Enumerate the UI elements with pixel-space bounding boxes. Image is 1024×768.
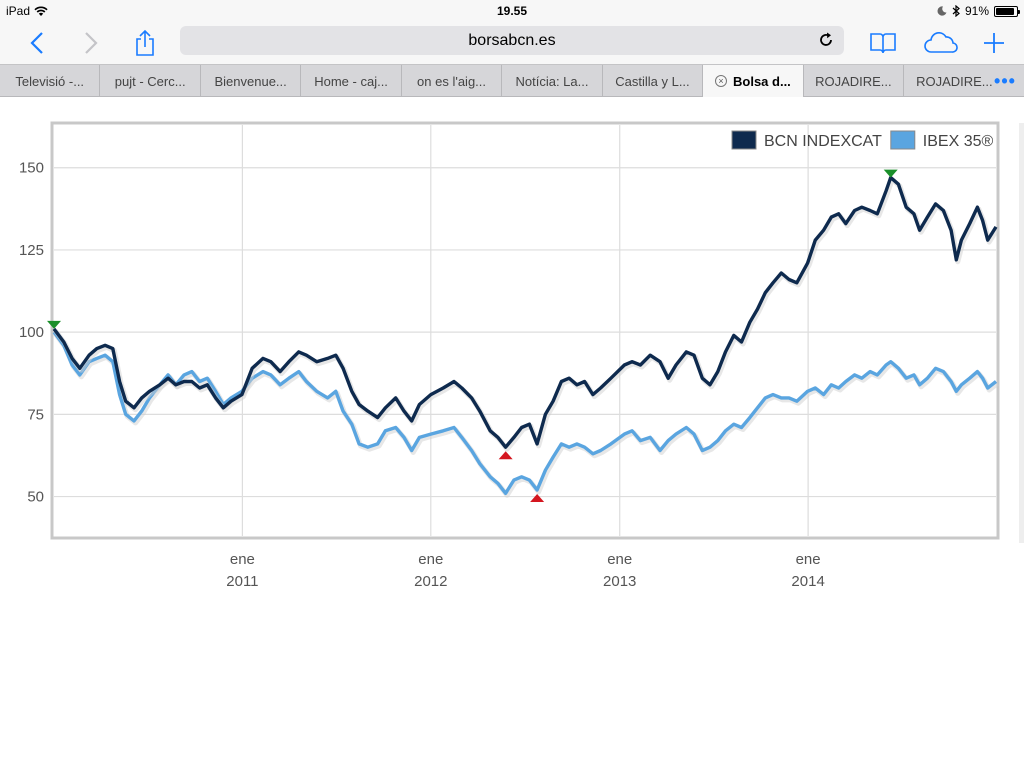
tab-label: Notícia: La... <box>515 73 589 89</box>
side-scroll-edge <box>1019 123 1024 543</box>
tab[interactable]: pujt - Cerc... <box>100 65 201 97</box>
wifi-icon <box>34 5 48 16</box>
address-bar[interactable]: borsabcn.es <box>180 26 844 55</box>
x-tick-year-label: 2013 <box>603 573 636 590</box>
series-line <box>52 175 998 449</box>
tab-label: Bienvenue... <box>214 73 287 89</box>
status-right: 91% <box>937 4 1020 18</box>
max-marker <box>883 169 898 178</box>
chevron-left-icon <box>30 32 43 54</box>
browser-toolbar: borsabcn.es <box>0 22 1024 64</box>
chevron-right-icon <box>85 32 98 54</box>
legend-swatch <box>731 130 757 150</box>
x-tick-year-label: 2014 <box>791 573 824 590</box>
min-marker <box>530 493 545 502</box>
tab-label: Bolsa d... <box>733 73 791 89</box>
x-tick-month-label: ene <box>230 551 255 568</box>
x-tick-month-label: ene <box>418 551 443 568</box>
tab-bar: Televisió -... pujt - Cerc... Bienvenue.… <box>0 64 1024 97</box>
legend-label: IBEX 35® <box>923 133 994 150</box>
legend-label: BCN INDEXCAT <box>764 133 882 150</box>
tab[interactable]: Home - caj... <box>301 65 402 97</box>
icloud-tabs-button[interactable] <box>920 22 962 64</box>
y-tick-label: 125 <box>19 242 44 259</box>
tab-label: pujt - Cerc... <box>114 73 186 89</box>
series-line <box>52 331 998 495</box>
clock: 19.55 <box>496 4 528 18</box>
tab-label: Televisió -... <box>15 73 85 89</box>
tab[interactable]: Notícia: La... <box>502 65 603 97</box>
status-bar: iPad 19.55 91% <box>0 0 1024 22</box>
forward-button[interactable] <box>76 22 106 64</box>
share-button[interactable] <box>128 22 162 64</box>
tab[interactable]: Televisió -... <box>0 65 101 97</box>
bookmarks-button[interactable] <box>866 22 900 64</box>
tab[interactable]: ROJADIRE... ••• <box>904 65 1024 97</box>
stock-chart: 50 75 100 125 150 ene 2011 ene 2012 ene 2013 ene 201… <box>19 121 1024 590</box>
book-icon <box>870 33 896 54</box>
x-tick-year-label: 2012 <box>414 573 447 590</box>
plot-frame <box>50 121 1000 540</box>
tab[interactable]: Bienvenue... <box>201 65 302 97</box>
x-tick-year-label: 2011 <box>226 573 258 590</box>
tab-label: Home - caj... <box>314 73 388 89</box>
y-tick-label: 100 <box>19 324 44 341</box>
more-tabs-icon[interactable]: ••• <box>994 70 1016 91</box>
y-tick-label: 50 <box>27 489 44 506</box>
max-marker <box>47 320 61 329</box>
plus-icon <box>984 33 1004 53</box>
y-tick-label: 150 <box>19 160 44 177</box>
tab-label: Castilla y L... <box>615 73 690 89</box>
tab[interactable]: ROJADIRE... <box>804 65 905 97</box>
battery-percent: 91% <box>964 4 989 18</box>
close-tab-icon[interactable]: × <box>715 75 727 87</box>
tab-label: ROJADIRE... <box>916 73 993 89</box>
moon-icon <box>937 6 947 16</box>
tab-active[interactable]: × Bolsa d... <box>703 65 804 97</box>
min-marker <box>498 451 513 460</box>
tab[interactable]: on es l'aig... <box>402 65 503 97</box>
tab-label: on es l'aig... <box>417 73 487 89</box>
legend-swatch <box>890 130 916 150</box>
tab-label: ROJADIRE... <box>815 73 892 89</box>
y-tick-label: 75 <box>27 406 44 423</box>
url-text: borsabcn.es <box>468 31 556 49</box>
back-button[interactable] <box>22 22 52 64</box>
battery-icon <box>994 5 1020 17</box>
new-tab-button[interactable] <box>980 22 1008 64</box>
reload-icon[interactable] <box>816 30 836 50</box>
x-tick-month-label: ene <box>607 551 632 568</box>
x-tick-month-label: ene <box>796 551 821 568</box>
device-label: iPad <box>6 4 31 18</box>
share-icon <box>136 29 154 56</box>
status-left: iPad <box>6 4 48 18</box>
cloud-icon <box>924 32 958 53</box>
bluetooth-icon <box>952 5 960 17</box>
tab[interactable]: Castilla y L... <box>603 65 704 97</box>
